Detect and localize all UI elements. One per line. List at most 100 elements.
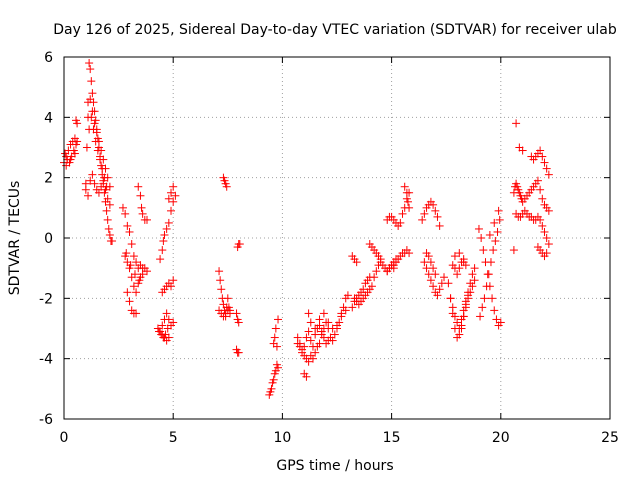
data-point [127,240,136,249]
data-point [542,164,551,173]
data-point [104,224,113,233]
data-point [129,252,138,261]
x-axis-label: GPS time / hours [276,458,393,474]
data-point [319,333,328,342]
data-point [274,315,283,324]
data-point [72,140,81,149]
data-point [536,185,545,194]
data-point [450,252,459,261]
data-point [271,324,280,333]
data-point [453,270,462,279]
data-point [306,336,315,345]
data-point [435,221,444,230]
data-point [337,312,346,321]
data-point [496,318,505,327]
data-point [464,288,473,297]
data-point [324,336,333,345]
data-point [478,303,487,312]
y-tick-label: -4 [39,352,53,368]
data-point [433,212,442,221]
data-point [135,276,144,285]
data-point [486,258,495,267]
data-point [169,276,178,285]
data-point [455,264,464,273]
data-point [424,252,433,261]
data-point [137,203,146,212]
data-point [459,312,468,321]
data-point [317,327,326,336]
data-point [73,119,82,128]
data-point [164,194,173,203]
data-point [129,282,138,291]
axis-ticks [63,56,611,420]
data-point [221,312,230,321]
data-point [130,270,139,279]
data-point [86,95,95,104]
data-point [453,318,462,327]
x-tick-label: 0 [60,430,69,446]
data-point [99,176,108,185]
data-point [101,185,110,194]
data-point [86,65,95,74]
data-point [538,152,547,161]
data-point [433,291,442,300]
data-point [223,294,232,303]
data-point [167,206,176,215]
data-point [333,321,341,330]
data-point [164,218,173,227]
data-point [429,264,438,273]
data-point [298,348,307,357]
data-point [125,297,134,306]
data-point [480,294,489,303]
data-point [536,215,545,224]
data-point [450,312,459,321]
data-point [272,342,281,351]
data-point [538,194,547,203]
data-point [405,203,414,212]
data-point [134,182,143,191]
data-point [429,282,438,291]
data-point [97,182,106,191]
y-tick-label: 4 [44,110,53,126]
data-point [132,258,141,267]
data-point [156,255,165,264]
data-point [431,206,440,215]
y-tick-labels: -6 -4 -2 0 2 4 6 [39,50,53,428]
data-point [90,179,99,188]
data-point [461,300,470,309]
data-point [302,372,311,381]
data-point [84,191,93,200]
data-point [158,321,167,330]
data-point [86,176,95,185]
data-point [105,200,114,209]
data-point [536,146,545,155]
data-point [542,249,551,258]
data-point [304,327,313,336]
data-point [162,309,171,318]
data-point [429,200,438,209]
data-point [324,318,333,327]
data-point [509,246,518,255]
data-point [491,237,500,246]
data-point [479,246,488,255]
data-point [495,215,504,224]
data-point [169,318,178,327]
x-tick-label: 25 [601,430,619,446]
data-point [266,387,275,396]
data-point [268,378,277,387]
data-point [446,294,455,303]
data-point [132,309,141,318]
data-point [398,209,407,218]
data-point [396,218,405,227]
data-point [85,59,94,68]
data-point [304,357,313,366]
data-point [470,264,479,273]
data-point [161,330,170,339]
data-point [90,119,99,128]
data-point [103,194,112,203]
data-point [98,164,107,173]
data-point [330,330,339,339]
data-point [138,209,147,218]
data-point [440,273,449,282]
